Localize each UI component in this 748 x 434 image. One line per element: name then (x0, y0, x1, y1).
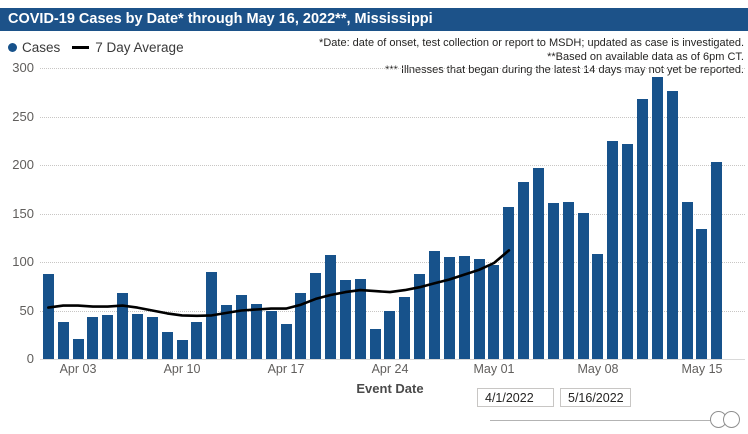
slider-handle-right[interactable] (723, 411, 740, 428)
bar-apr-5[interactable] (102, 315, 114, 359)
bar-apr-12[interactable] (206, 271, 218, 359)
bar-apr-27[interactable] (429, 251, 441, 359)
bar-apr-9[interactable] (161, 331, 173, 359)
bar-apr-23[interactable] (369, 328, 381, 359)
x-axis-tick-label: Apr 03 (59, 362, 97, 376)
bar-may-11[interactable] (637, 99, 649, 359)
start-date-input[interactable]: 4/1/2022 (477, 388, 554, 407)
bar-apr-3[interactable] (72, 338, 84, 359)
y-axis-tick-label: 50 (19, 302, 34, 318)
footnote-date-definition: *Date: date of onset, test collection or… (319, 37, 744, 49)
end-date-input[interactable]: 5/16/2022 (560, 388, 631, 407)
bar-apr-6[interactable] (117, 293, 129, 359)
bar-apr-2[interactable] (57, 322, 69, 359)
gridline (40, 213, 745, 215)
gridline (40, 116, 745, 118)
chart-title-bar: COVID-19 Cases by Date* through May 16, … (0, 8, 748, 31)
bar-may-3[interactable] (518, 182, 530, 359)
bar-apr-19[interactable] (310, 272, 322, 359)
bar-apr-10[interactable] (176, 339, 188, 359)
bar-apr-15[interactable] (250, 303, 262, 359)
bar-apr-4[interactable] (87, 317, 99, 359)
y-axis-tick-label: 150 (12, 205, 34, 221)
bar-apr-30[interactable] (473, 259, 485, 359)
cases-legend-dot-icon (8, 42, 17, 52)
legend-avg-label: 7 Day Average (95, 39, 184, 55)
bar-may-13[interactable] (666, 91, 678, 359)
x-axis-tick-label: May 08 (577, 362, 619, 376)
bar-apr-24[interactable] (384, 311, 396, 359)
x-axis-tick-label: Apr 10 (163, 362, 201, 376)
bar-apr-16[interactable] (265, 310, 277, 359)
bar-may-12[interactable] (651, 76, 663, 359)
bar-may-16[interactable] (711, 162, 723, 359)
bar-apr-18[interactable] (295, 293, 307, 359)
bar-apr-8[interactable] (146, 317, 158, 359)
avg-legend-line-icon (72, 45, 90, 49)
bar-may-9[interactable] (607, 140, 619, 359)
bar-may-10[interactable] (622, 143, 634, 359)
bar-apr-17[interactable] (280, 324, 292, 359)
page-title: COVID-19 Cases by Date* through May 16, … (8, 11, 433, 27)
bar-may-4[interactable] (533, 167, 545, 359)
y-axis-tick-label: 200 (12, 157, 34, 172)
gridline (40, 68, 745, 69)
footnote-latest-14-days: *** Illnesses that began during the late… (385, 64, 744, 76)
bar-apr-1[interactable] (42, 273, 54, 359)
bar-apr-26[interactable] (414, 273, 426, 359)
bar-apr-7[interactable] (131, 314, 143, 359)
gridline (40, 165, 745, 166)
x-axis-title: Event Date (356, 381, 424, 396)
legend: Cases 7 Day Average (8, 39, 184, 55)
x-axis-tick-label: May 15 (681, 362, 723, 376)
bar-apr-11[interactable] (191, 322, 203, 359)
bar-may-1[interactable] (488, 264, 500, 359)
y-axis-tick-label: 250 (12, 108, 34, 124)
y-axis-tick-label: 100 (12, 254, 34, 269)
bar-apr-28[interactable] (443, 257, 455, 359)
bar-apr-21[interactable] (339, 280, 351, 359)
bar-may-8[interactable] (592, 254, 604, 359)
bar-may-7[interactable] (577, 212, 589, 359)
footnotes: *Date: date of onset, test collection or… (319, 37, 744, 78)
x-axis-tick-label: Apr 17 (267, 362, 305, 376)
bar-may-15[interactable] (696, 229, 708, 359)
bar-apr-22[interactable] (354, 279, 366, 359)
y-axis-tick-label: 300 (12, 60, 34, 75)
y-axis-tick-label: 0 (26, 351, 34, 366)
bar-may-14[interactable] (681, 201, 693, 359)
bar-apr-25[interactable] (399, 296, 411, 359)
gridline (40, 359, 745, 360)
bar-may-6[interactable] (562, 201, 574, 359)
bar-apr-13[interactable] (221, 304, 233, 359)
bar-apr-14[interactable] (235, 294, 247, 359)
x-axis-tick-label: Apr 24 (371, 362, 409, 376)
x-axis-tick-label: May 01 (473, 362, 515, 376)
footnote-data-asof: **Based on available data as of 6pm CT. (547, 50, 744, 63)
bar-may-2[interactable] (503, 206, 515, 359)
date-slider-track[interactable] (490, 420, 712, 421)
bar-apr-20[interactable] (325, 255, 337, 359)
legend-cases-label: Cases (22, 39, 61, 55)
bar-apr-29[interactable] (458, 256, 470, 359)
bar-may-5[interactable] (547, 202, 559, 359)
